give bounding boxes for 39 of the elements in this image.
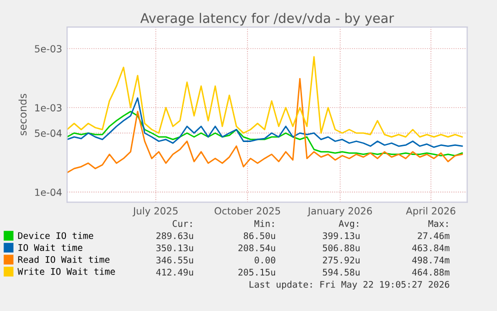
text: Cur: xyxy=(172,220,192,227)
text: 498.74m xyxy=(412,256,450,264)
legend-label: IO Wait time xyxy=(18,244,82,251)
text: Avg: xyxy=(338,220,358,229)
chart-title: Average latency for /dev/vda - by year xyxy=(140,12,394,26)
text: Max: xyxy=(428,220,448,227)
text: 464.88m xyxy=(412,268,450,276)
x-tick-label: January 2026 xyxy=(307,207,372,216)
text: 346.55u xyxy=(156,256,194,264)
legend-label: Write IO Wait time xyxy=(18,268,115,275)
legend-label: Read IO Wait time xyxy=(18,256,110,263)
text: 0.00 xyxy=(254,256,276,264)
y-tick-label: 1e-04 xyxy=(35,188,62,196)
line-series xyxy=(67,97,463,148)
y-tick-label: 5e-04 xyxy=(34,130,62,137)
text: 289.63u xyxy=(156,232,194,240)
x-tick-label: October 2025 xyxy=(214,207,280,215)
y-tick-label: 5e-03 xyxy=(34,45,62,52)
text: 399.13u xyxy=(322,232,360,240)
line-series xyxy=(67,78,463,174)
text: 350.13u xyxy=(156,244,194,252)
y-tick-label: 1e-03 xyxy=(35,104,62,112)
text: 208.54u xyxy=(238,244,276,252)
text: 86.50u xyxy=(244,232,276,240)
line-series xyxy=(67,110,463,156)
text: 412.49u xyxy=(156,268,194,276)
y-axis-title: seconds xyxy=(18,94,27,136)
text: 594.58u xyxy=(322,268,360,276)
text: Min: xyxy=(254,220,274,227)
x-tick-label: July 2025 xyxy=(132,207,178,216)
text: 27.46m xyxy=(418,232,450,240)
text: 275.92u xyxy=(322,256,360,264)
legend-label: Device IO time xyxy=(18,232,94,240)
text: 463.84m xyxy=(412,244,450,252)
x-tick-label: April 2026 xyxy=(406,207,456,216)
line-series xyxy=(67,56,463,138)
text: 506.88u xyxy=(322,244,360,252)
text: 205.15u xyxy=(238,268,276,276)
text: Last update: Fri May 22 19:05:27 2026 xyxy=(250,280,450,290)
